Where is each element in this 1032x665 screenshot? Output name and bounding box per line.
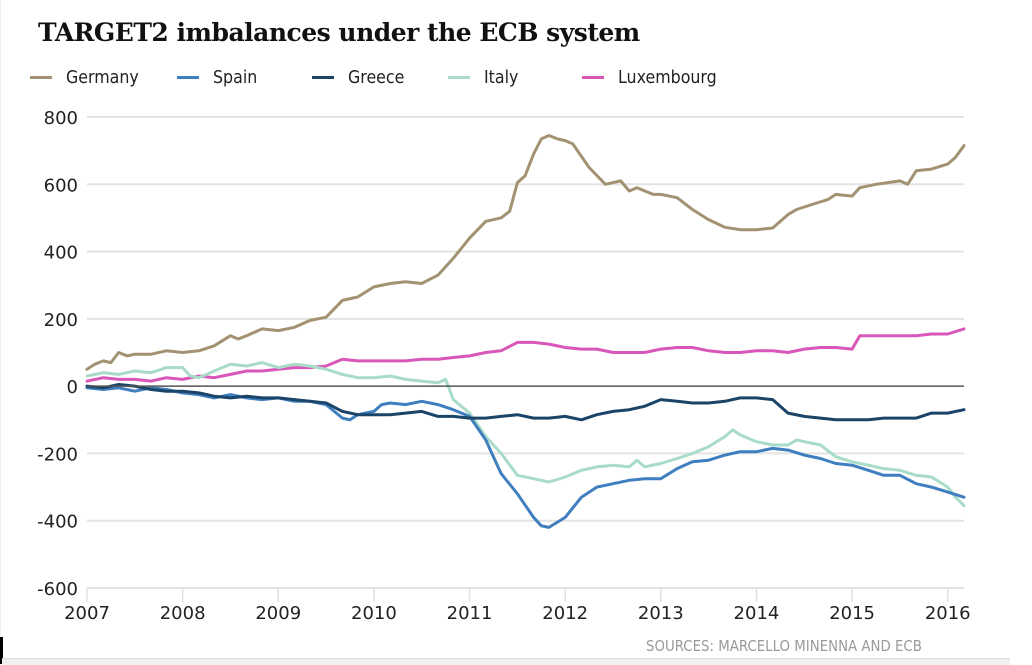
series-line-greece (85, 383, 966, 422)
bottom-strip (2, 658, 1010, 665)
x-tick-label: 2008 (160, 603, 206, 624)
legend-item-greece: Greece (312, 64, 412, 90)
series-lines (85, 134, 966, 529)
y-tick-label: -600 (37, 579, 78, 600)
x-tick-label: 2015 (829, 603, 875, 624)
y-tick-label: 200 (44, 310, 78, 331)
legend-item-luxembourg: Luxembourg (582, 64, 730, 90)
source-note: SOURCES: MARCELLO MINENNA AND ECB (646, 637, 922, 655)
series-line-luxembourg (85, 327, 966, 383)
legend-item-italy: Italy (448, 64, 523, 90)
x-tick-label: 2014 (734, 603, 780, 624)
legend-item-germany: Germany (30, 64, 149, 90)
legend-label: Luxembourg (618, 66, 717, 88)
x-tick-label: 2007 (64, 603, 110, 624)
x-axis-ticks: 2007 2008 2009 2010 2011 2012 2013 2014 2015 2016 (64, 588, 971, 624)
legend: Germany Spain Greece Italy Luxembourg (30, 64, 790, 90)
legend-label: Greece (348, 66, 405, 88)
page-left-edge (0, 0, 1, 637)
y-tick-label: -400 (37, 512, 78, 533)
x-tick-label: 2009 (255, 603, 301, 624)
y-tick-label: 0 (67, 377, 78, 398)
x-tick-label: 2016 (925, 603, 971, 624)
y-tick-label: 800 (44, 108, 78, 129)
legend-label: Italy (484, 66, 519, 88)
grid-lines (87, 116, 964, 589)
legend-swatch-italy (448, 75, 470, 79)
series-line-italy (85, 361, 966, 508)
legend-label: Germany (66, 66, 139, 88)
legend-swatch-luxembourg (582, 75, 604, 79)
legend-label: Spain (213, 66, 258, 88)
series-line-germany (85, 134, 966, 371)
corner-mark (0, 637, 3, 664)
legend-swatch-greece (312, 75, 334, 79)
chart-title: TARGET2 imbalances under the ECB system (38, 18, 640, 47)
x-tick-label: 2010 (351, 603, 397, 624)
x-tick-label: 2013 (638, 603, 684, 624)
y-axis-ticks: 800 600 400 200 0 -200 -400 -600 (37, 108, 78, 600)
series-line-spain (85, 386, 966, 529)
y-tick-label: -200 (37, 444, 78, 465)
legend-item-spain: Spain (177, 64, 263, 90)
y-tick-label: 400 (44, 243, 78, 264)
x-tick-label: 2012 (542, 603, 588, 624)
x-tick-label: 2011 (447, 603, 493, 624)
y-tick-label: 600 (44, 175, 78, 196)
legend-swatch-spain (177, 75, 199, 79)
legend-swatch-germany (30, 75, 52, 79)
